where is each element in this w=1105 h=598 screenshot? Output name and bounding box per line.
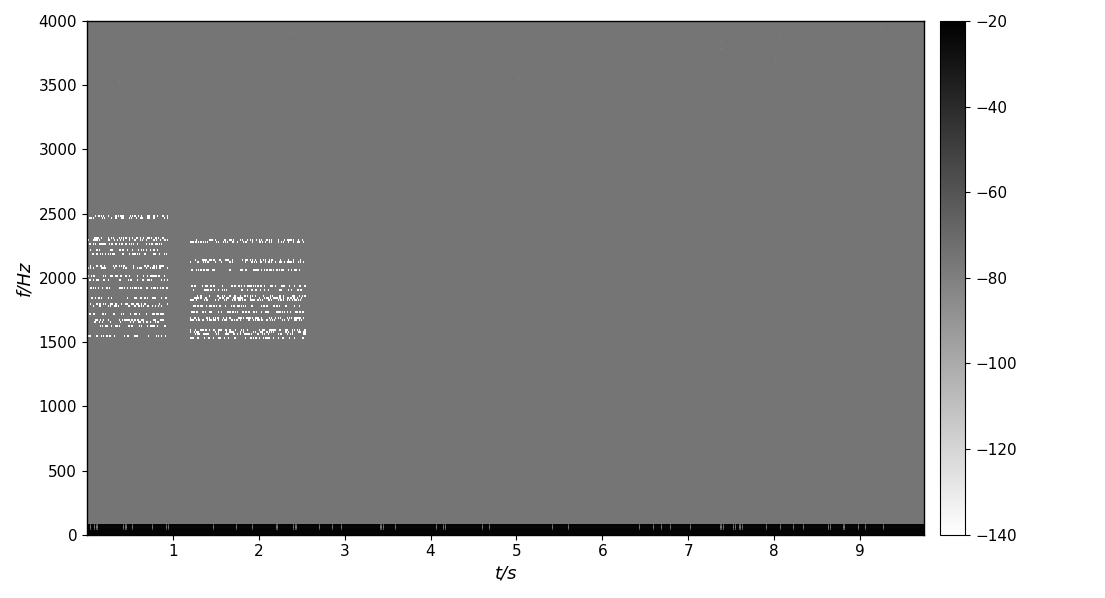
Y-axis label: f/Hz: f/Hz (15, 260, 33, 295)
X-axis label: t/s: t/s (494, 565, 517, 583)
